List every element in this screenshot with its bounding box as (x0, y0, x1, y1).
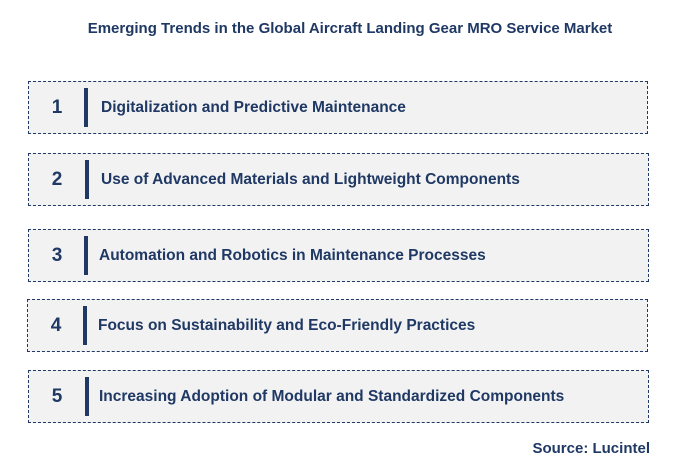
trend-number: 5 (51, 385, 63, 407)
trend-divider (85, 377, 89, 416)
trend-label: Automation and Robotics in Maintenance P… (99, 246, 486, 264)
trend-label: Digitalization and Predictive Maintenanc… (101, 98, 406, 116)
trend-number: 4 (50, 314, 62, 336)
trend-number: 1 (51, 96, 63, 118)
trend-number: 3 (51, 244, 63, 266)
trend-item-2: 2 Use of Advanced Materials and Lightwei… (28, 153, 649, 206)
source-credit: Source: Lucintel (532, 440, 650, 457)
trend-item-3: 3 Automation and Robotics in Maintenance… (28, 229, 649, 282)
trend-divider (85, 160, 89, 199)
diagram-title: Emerging Trends in the Global Aircraft L… (87, 20, 613, 37)
trend-label: Use of Advanced Materials and Lightweigh… (101, 170, 520, 188)
trend-label: Focus on Sustainability and Eco-Friendly… (98, 316, 476, 334)
trend-label: Increasing Adoption of Modular and Stand… (99, 387, 565, 405)
trend-number: 2 (51, 168, 63, 190)
trend-divider (84, 236, 88, 275)
trend-divider (83, 306, 87, 345)
trend-item-5: 5 Increasing Adoption of Modular and Sta… (28, 370, 649, 423)
trend-item-1: 1 Digitalization and Predictive Maintena… (28, 81, 648, 134)
trend-item-4: 4 Focus on Sustainability and Eco-Friend… (27, 299, 648, 352)
trend-divider (84, 88, 88, 127)
